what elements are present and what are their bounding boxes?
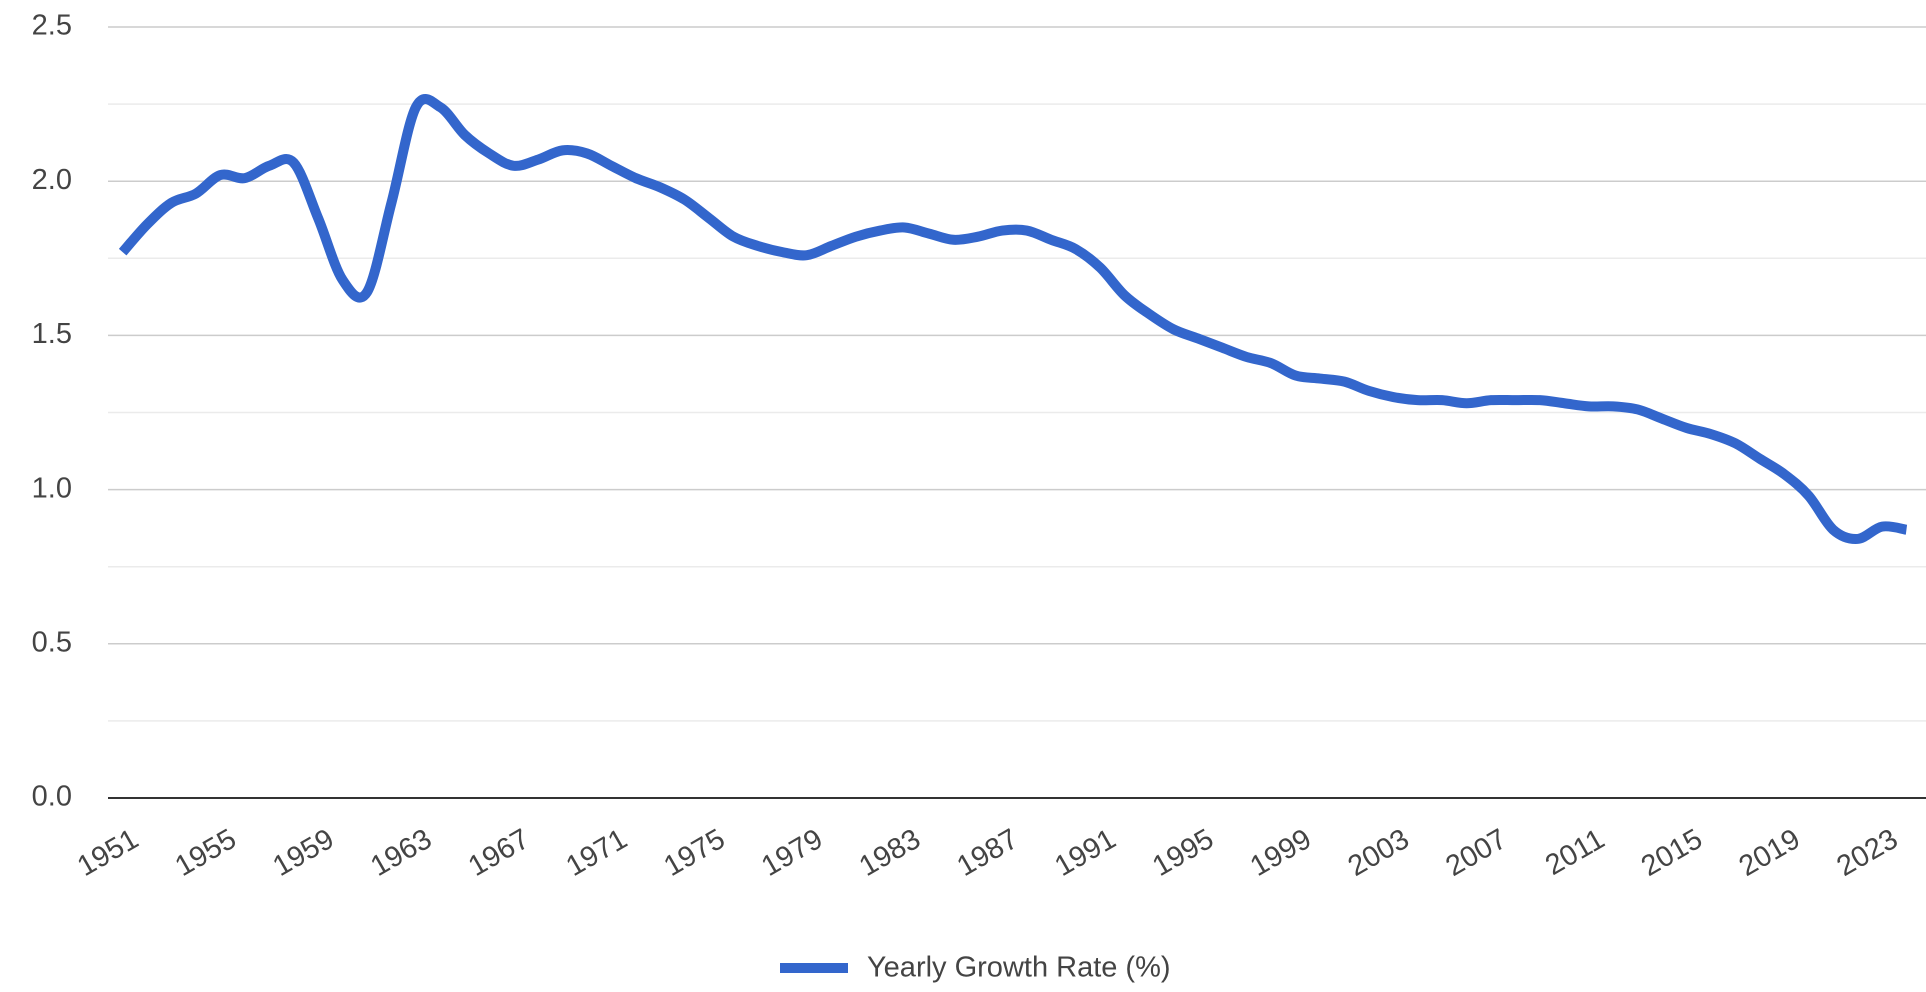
x-tick-label: 2003 [1343, 823, 1415, 883]
x-tick-label: 1959 [268, 823, 340, 883]
data-line [118, 94, 1908, 544]
x-tick-label: 1963 [365, 823, 437, 883]
x-tick-label: 2015 [1636, 823, 1708, 883]
y-tick-label: 0.0 [32, 781, 72, 813]
x-tick-label: 1979 [756, 823, 828, 883]
x-tick-label: 1967 [463, 823, 535, 883]
x-tick-label: 1983 [854, 823, 926, 883]
x-tick-label: 2023 [1831, 823, 1903, 883]
y-tick-label: 2.5 [32, 10, 72, 42]
x-tick-label: 1951 [72, 823, 144, 883]
x-tick-label: 1987 [952, 823, 1024, 883]
x-tick-label: 2019 [1734, 823, 1806, 883]
y-tick-label: 1.5 [32, 318, 72, 350]
y-tick-label: 0.5 [32, 626, 72, 658]
legend-label: Yearly Growth Rate (%) [867, 952, 1171, 984]
x-tick-label: 2011 [1540, 823, 1610, 882]
x-tick-label: 1995 [1147, 823, 1219, 883]
y-tick-label: 1.0 [32, 472, 72, 504]
x-tick-label: 1955 [170, 823, 242, 883]
x-tick-label: 1999 [1245, 823, 1317, 883]
x-tick-label: 1991 [1050, 823, 1122, 883]
y-tick-label: 2.0 [32, 164, 72, 196]
x-tick-label: 1975 [659, 823, 731, 883]
x-tick-label: 2007 [1441, 823, 1513, 883]
x-tick-label: 1971 [561, 823, 633, 883]
